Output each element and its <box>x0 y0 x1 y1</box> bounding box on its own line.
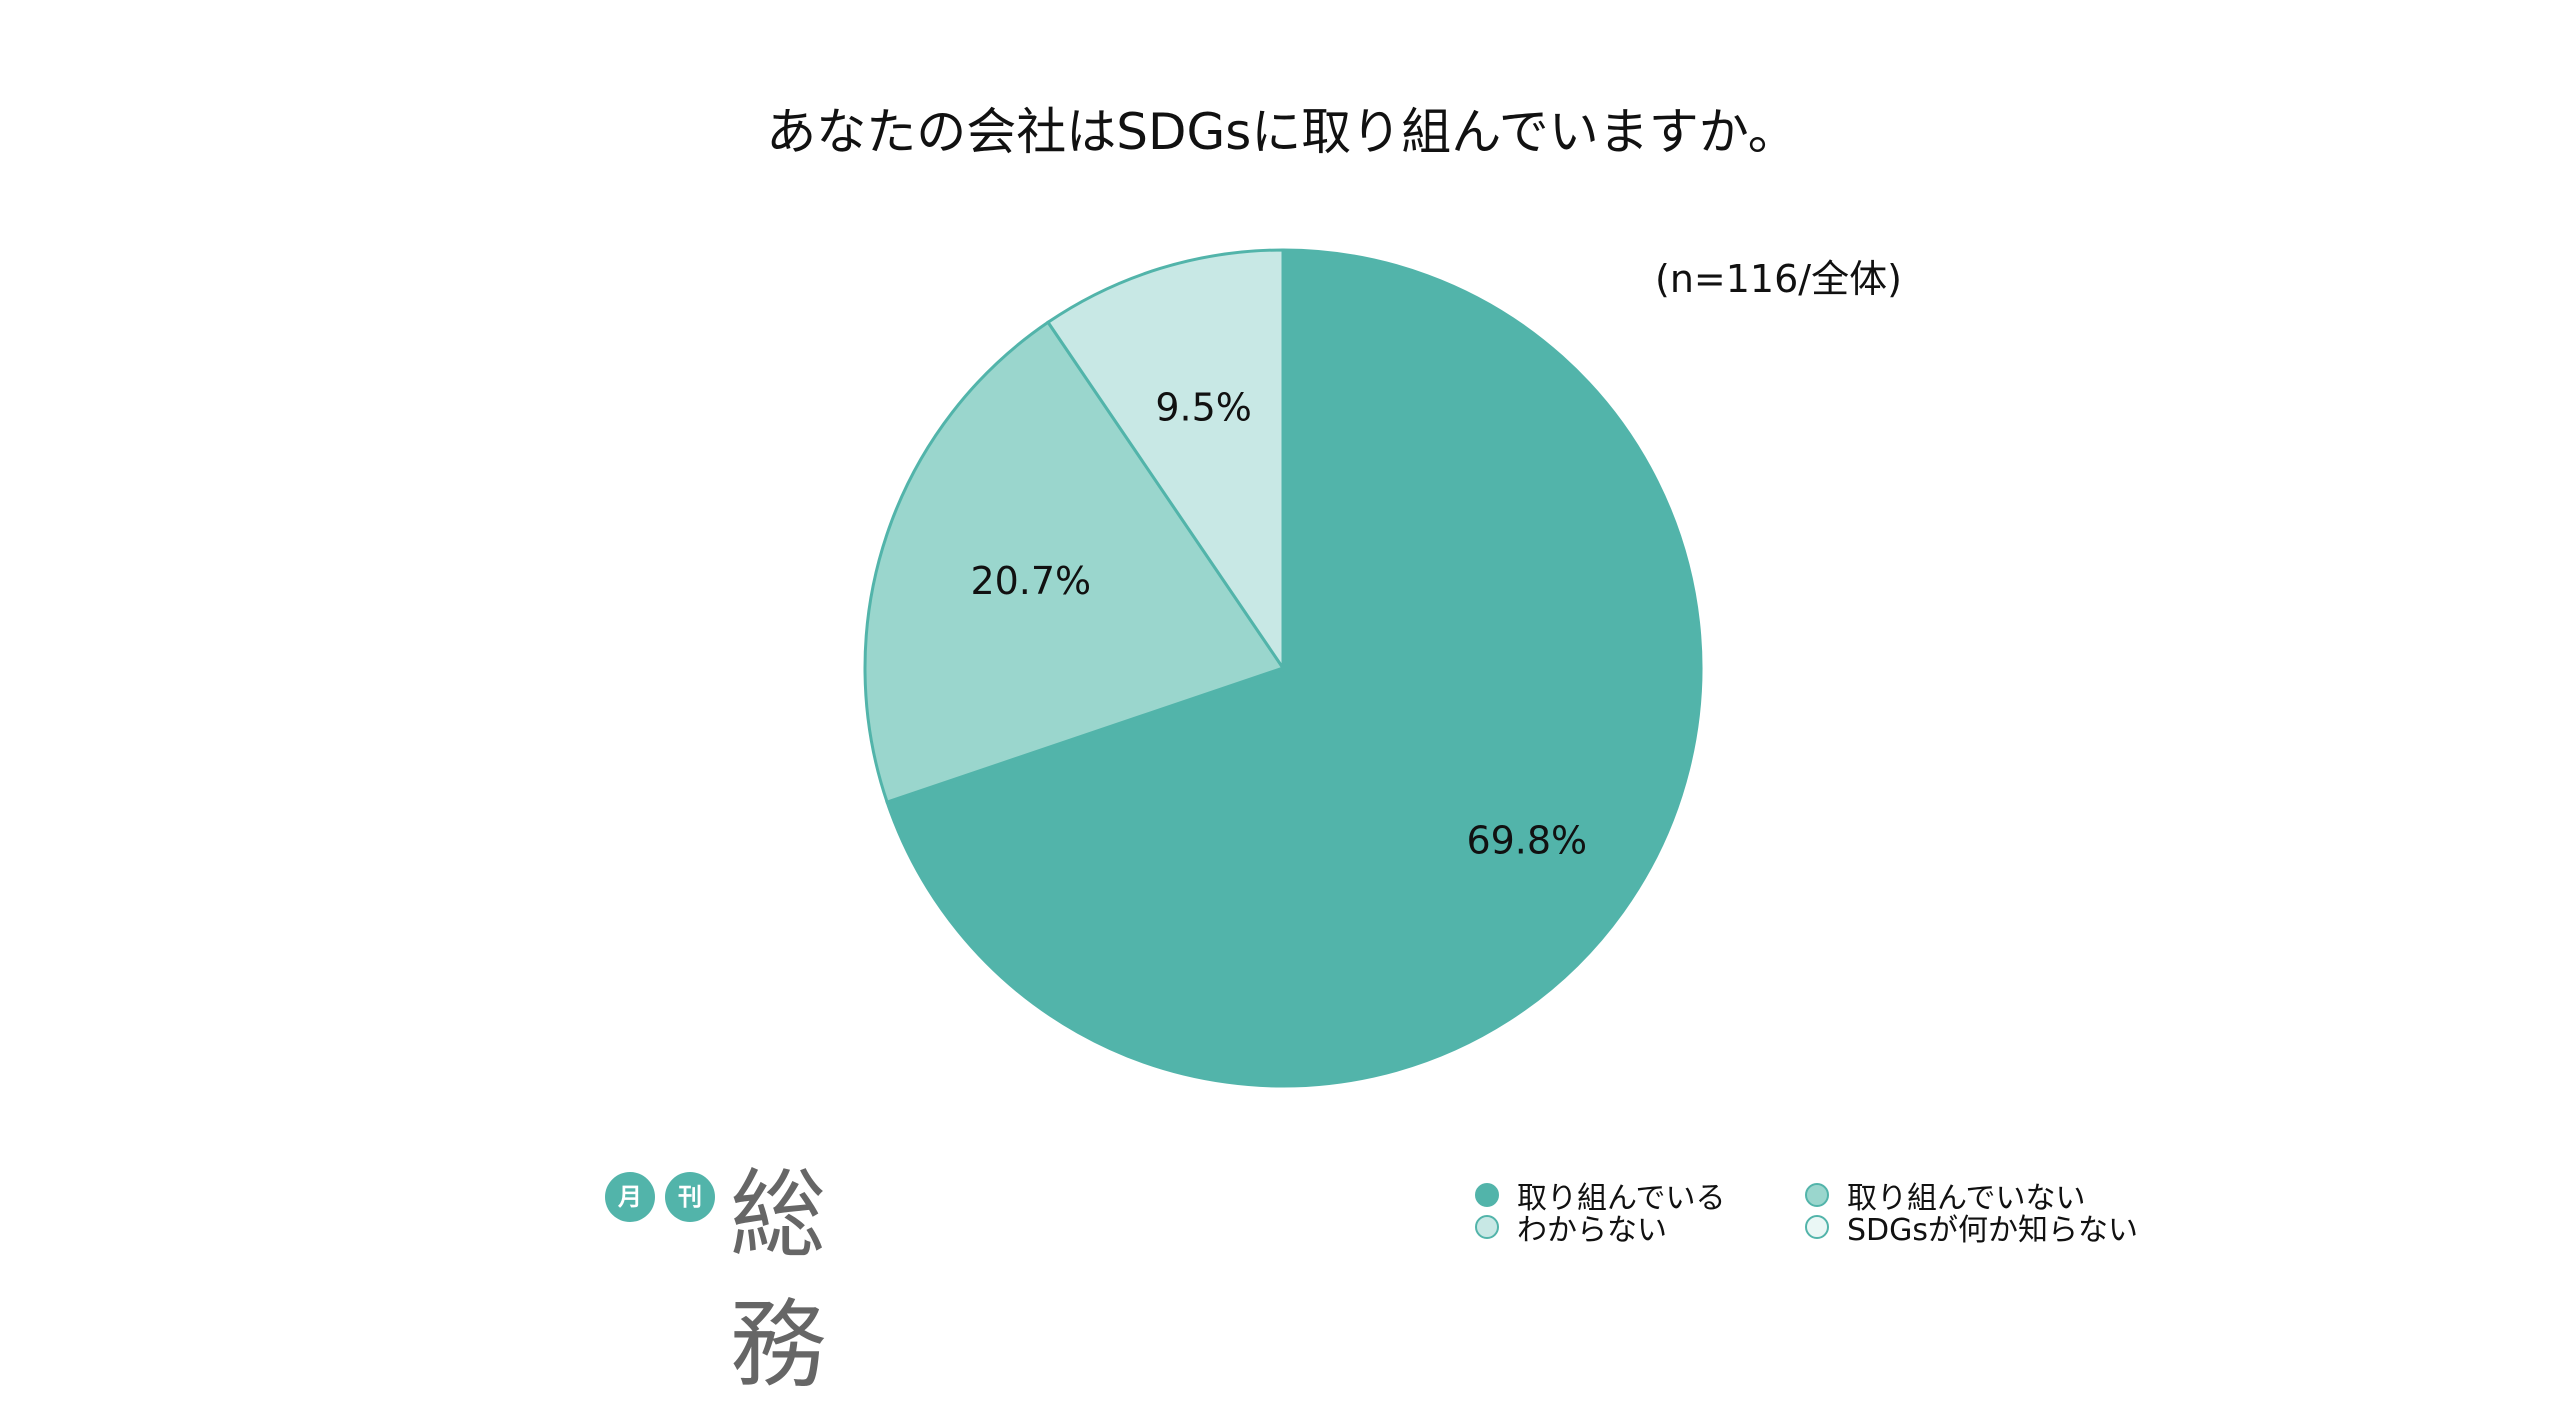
legend-swatch <box>1475 1183 1499 1207</box>
pie-chart: 69.8% 20.7% 9.5% <box>863 248 1703 1088</box>
legend-item: SDGsが何か知らない <box>1805 1210 2138 1248</box>
legend-swatch <box>1805 1183 1829 1207</box>
pie-slice <box>885 248 1703 1088</box>
logo-wordmark: 総務 <box>730 1159 828 1401</box>
legend-label: 取り組んでいる <box>1517 1181 1726 1216</box>
legend-label: わからない <box>1517 1213 1667 1248</box>
legend-label: 取り組んでいない <box>1847 1181 2086 1216</box>
pie-slice <box>863 320 1286 805</box>
legend-label: SDGsが何か知らない <box>1847 1213 2139 1248</box>
sample-size-note: (n=116/全体) <box>1655 257 1902 301</box>
legend-item: 取り組んでいる <box>1475 1178 1726 1216</box>
legend-item: 取り組んでいない <box>1805 1178 2086 1216</box>
legend-swatch <box>1805 1215 1829 1239</box>
gekkan-soumu-logo: 月 刊 総務 <box>605 1150 905 1401</box>
slice-data-label: 69.8% <box>1466 818 1587 862</box>
page-title: あなたの会社はSDGsに取り組んでいますか。 <box>766 103 1798 161</box>
legend-swatch <box>1475 1215 1499 1239</box>
pie-slice <box>1045 248 1285 673</box>
legend: 取り組んでいる 取り組んでいない わからない SDGsが何か知らない <box>1475 1178 2235 1248</box>
logo-badge-kan: 刊 <box>665 1172 715 1222</box>
legend-item: わからない <box>1475 1210 1667 1248</box>
slice-data-label: 9.5% <box>1155 385 1252 429</box>
logo-badge-getsu: 月 <box>605 1172 655 1222</box>
slice-data-label: 20.7% <box>970 559 1091 603</box>
